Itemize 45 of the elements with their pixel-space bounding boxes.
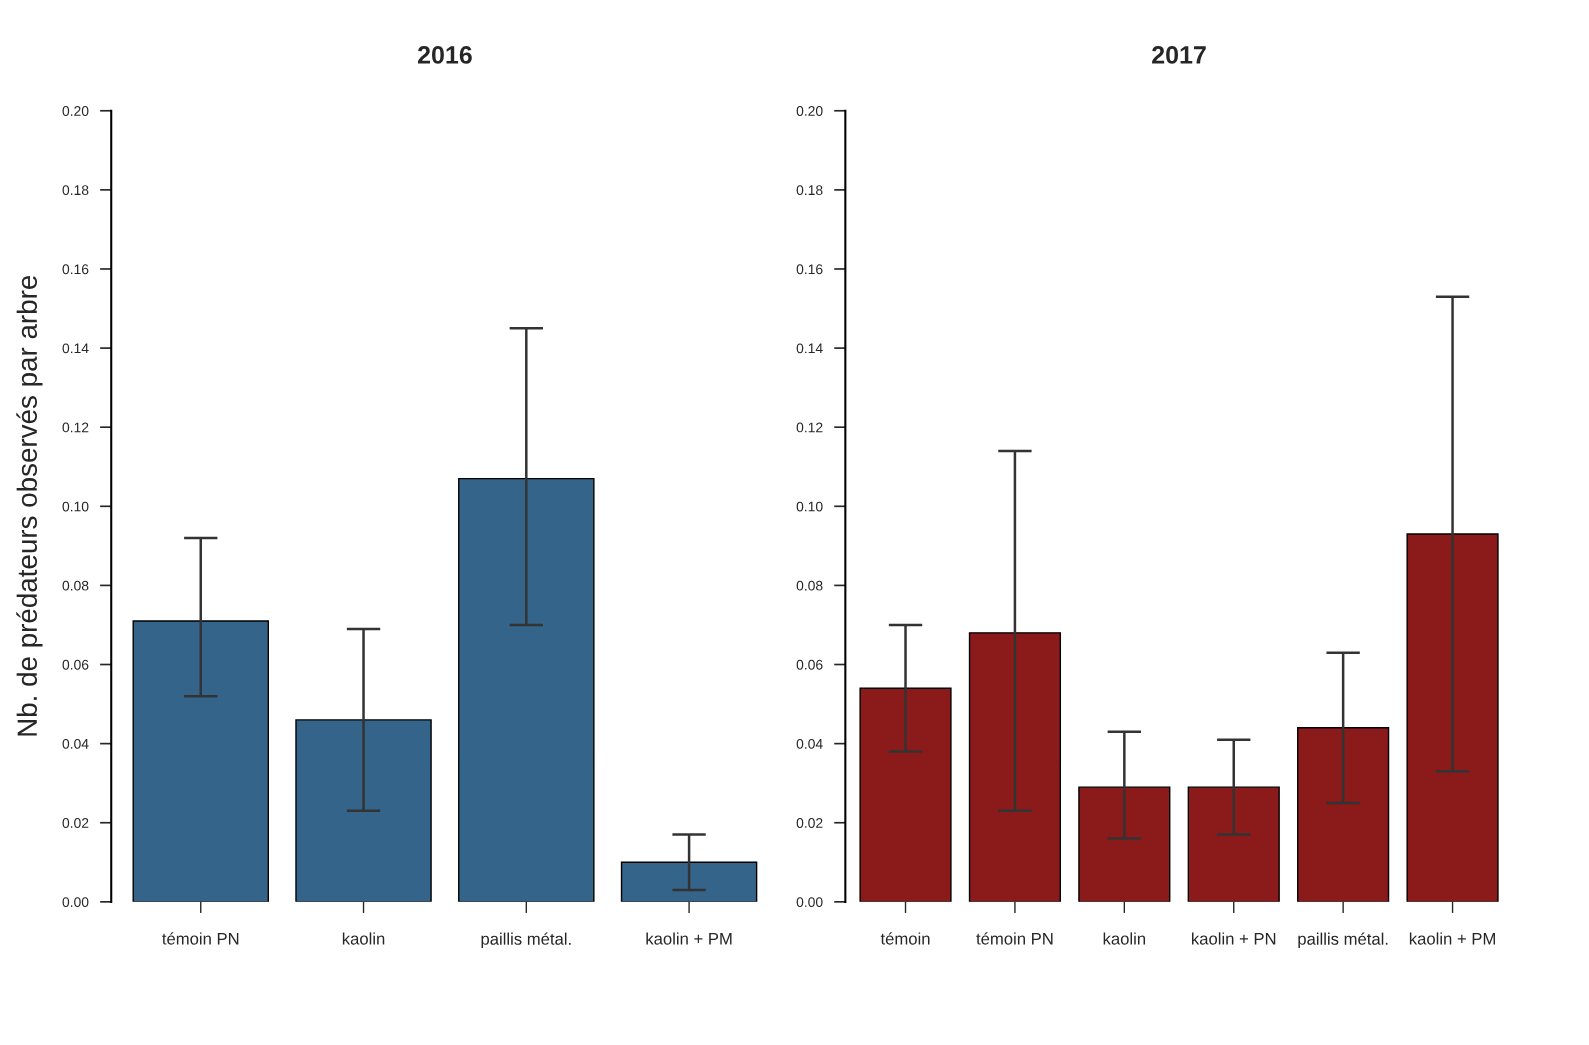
x-tick-label: témoin — [880, 932, 930, 945]
y-tick-label: 0.18 — [796, 185, 823, 196]
chart-title: 2016 — [417, 46, 472, 64]
chart-title: 2017 — [1152, 46, 1206, 64]
y-tick-label: 0.12 — [62, 422, 89, 433]
y-tick-label: 0.04 — [62, 738, 89, 749]
bar — [1406, 533, 1499, 902]
y-tick-label: 0.06 — [62, 659, 89, 670]
x-tick-label: paillis métal. — [481, 932, 571, 949]
bar — [620, 861, 758, 902]
x-tick-label: kaolin — [342, 932, 385, 945]
x-tick-label: kaolin + PM — [646, 932, 732, 945]
y-tick-label: 0.12 — [796, 422, 823, 433]
y-tick-label: 0.20 — [796, 106, 823, 116]
bar — [1078, 786, 1171, 902]
y-tick-label: 0.14 — [796, 343, 823, 354]
y-tick-label: 0.06 — [796, 659, 823, 670]
x-tick-label: paillis métal. — [1298, 932, 1388, 949]
bar — [859, 687, 952, 902]
bar — [132, 620, 270, 902]
y-tick-label: 0.18 — [62, 185, 89, 196]
y-tick-label: 0.02 — [62, 818, 89, 828]
bar — [1187, 786, 1280, 902]
bar — [1297, 727, 1390, 902]
y-tick-label: 0.02 — [796, 818, 823, 828]
x-tick-label: témoin PN — [162, 932, 239, 945]
y-tick-label: 0.10 — [796, 501, 823, 512]
y-tick-label: 0.10 — [62, 501, 89, 512]
y-tick-label: 0.08 — [796, 580, 823, 591]
bar — [295, 719, 432, 902]
y-tick-label: 0.00 — [62, 897, 89, 907]
y-tick-label: 0.16 — [62, 264, 89, 275]
y-tick-label: 0.08 — [62, 580, 89, 591]
x-tick-label: kaolin — [1103, 932, 1146, 945]
x-tick-label: témoin PN — [976, 932, 1053, 945]
y-axis-title: Nb. de prédateurs observés par arbre — [16, 275, 43, 736]
bar — [968, 632, 1062, 902]
x-tick-label: kaolin + PN — [1192, 932, 1276, 945]
y-tick-label: 0.16 — [796, 264, 823, 275]
y-tick-label: 0.00 — [796, 897, 823, 907]
y-tick-label: 0.04 — [796, 738, 823, 749]
y-tick-label: 0.20 — [62, 106, 89, 116]
x-tick-label: kaolin + PM — [1409, 932, 1495, 945]
y-tick-label: 0.14 — [62, 343, 89, 354]
bar — [458, 477, 595, 902]
